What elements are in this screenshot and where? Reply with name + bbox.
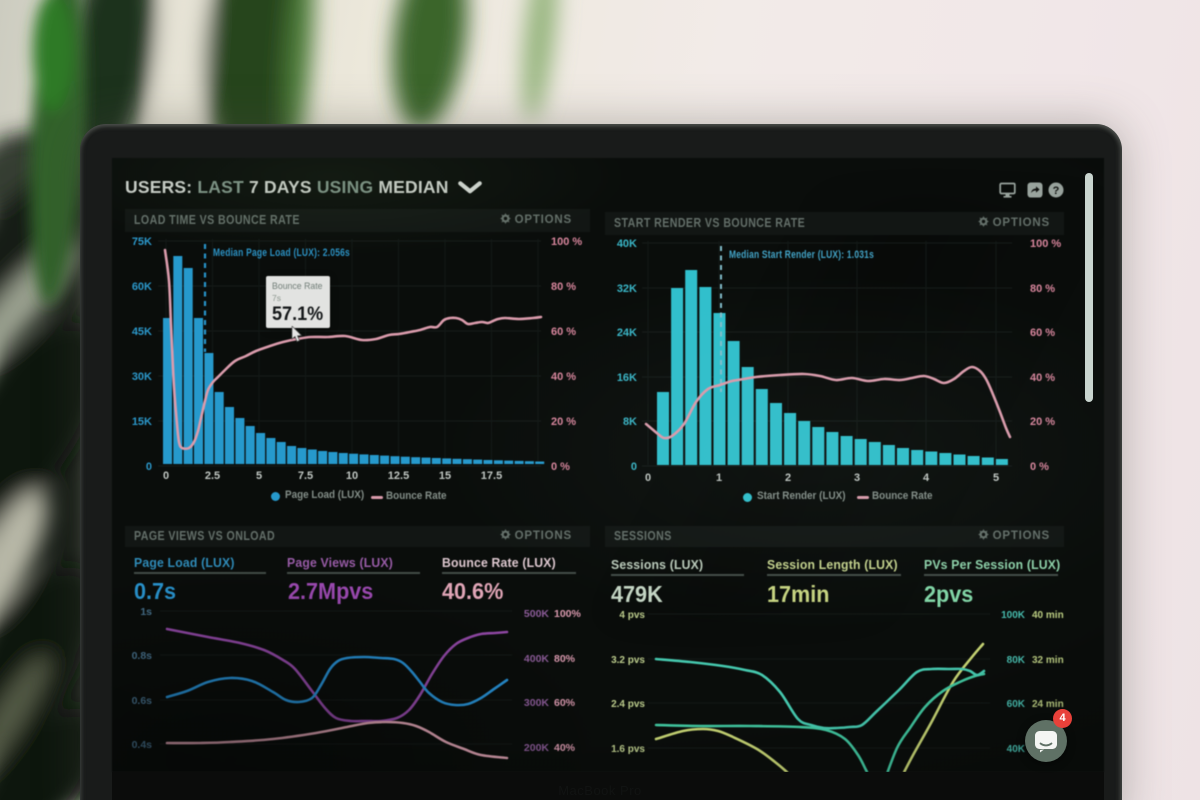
svg-text:17.5: 17.5 <box>481 470 502 482</box>
svg-text:75K: 75K <box>132 236 152 248</box>
svg-text:3: 3 <box>854 472 860 484</box>
svg-text:0 %: 0 % <box>551 461 570 473</box>
svg-text:8K: 8K <box>623 416 637 428</box>
svg-text:100 %: 100 % <box>551 236 582 248</box>
svg-text:32 min: 32 min <box>1032 655 1064 666</box>
svg-text:80%: 80% <box>554 653 576 665</box>
svg-text:Median Start Render (LUX): 1.0: Median Start Render (LUX): 1.031s <box>729 249 874 261</box>
svg-text:100%: 100% <box>554 608 582 620</box>
svg-text:0: 0 <box>645 472 651 484</box>
svg-text:0.4s: 0.4s <box>132 739 153 751</box>
svg-text:40 %: 40 % <box>1030 372 1055 384</box>
svg-text:60 %: 60 % <box>551 326 576 338</box>
svg-text:5: 5 <box>256 470 262 482</box>
svg-text:1.6 pvs: 1.6 pvs <box>611 744 645 755</box>
svg-text:80K: 80K <box>1007 655 1026 666</box>
svg-text:80 %: 80 % <box>1030 283 1055 295</box>
svg-text:24 min: 24 min <box>1032 699 1064 710</box>
svg-text:100K: 100K <box>1001 610 1026 621</box>
svg-text:16K: 16K <box>617 372 637 384</box>
svg-text:45K: 45K <box>132 326 152 338</box>
svg-text:7.5: 7.5 <box>298 470 313 482</box>
svg-text:0: 0 <box>631 461 637 473</box>
svg-text:10: 10 <box>346 470 358 482</box>
svg-text:500K: 500K <box>524 608 550 620</box>
svg-text:30K: 30K <box>132 371 152 383</box>
svg-text:2: 2 <box>785 472 791 484</box>
svg-text:1s: 1s <box>140 606 152 618</box>
svg-text:1: 1 <box>716 472 722 484</box>
svg-text:20 %: 20 % <box>551 416 576 428</box>
svg-text:?: ? <box>1053 185 1060 197</box>
svg-text:24K: 24K <box>617 327 637 339</box>
svg-text:200K: 200K <box>524 742 550 754</box>
svg-text:40 min: 40 min <box>1032 610 1064 621</box>
svg-text:15: 15 <box>439 470 451 482</box>
svg-text:40%: 40% <box>554 742 576 754</box>
svg-text:60K: 60K <box>132 281 152 293</box>
svg-text:Median Page Load (LUX): 2.056s: Median Page Load (LUX): 2.056s <box>213 247 350 259</box>
svg-text:80 %: 80 % <box>551 281 576 293</box>
svg-text:0.6s: 0.6s <box>132 695 153 707</box>
svg-text:5: 5 <box>993 472 999 484</box>
svg-text:300K: 300K <box>524 697 550 709</box>
svg-text:3.2 pvs: 3.2 pvs <box>611 655 645 666</box>
svg-text:100 %: 100 % <box>1030 238 1061 250</box>
svg-text:40K: 40K <box>617 238 637 250</box>
svg-text:40 %: 40 % <box>551 371 576 383</box>
svg-text:0 %: 0 % <box>1030 461 1049 473</box>
svg-text:4 pvs: 4 pvs <box>619 610 645 621</box>
svg-text:400K: 400K <box>524 653 550 665</box>
svg-text:0: 0 <box>163 470 169 482</box>
svg-text:60K: 60K <box>1007 699 1026 710</box>
svg-text:4: 4 <box>923 472 930 484</box>
svg-text:60 %: 60 % <box>1030 327 1055 339</box>
svg-text:20 %: 20 % <box>1030 416 1055 428</box>
svg-text:15K: 15K <box>132 416 152 428</box>
svg-text:2.5: 2.5 <box>205 470 220 482</box>
svg-text:60%: 60% <box>554 697 576 709</box>
svg-text:32K: 32K <box>617 283 637 295</box>
svg-text:2.4 pvs: 2.4 pvs <box>611 699 645 710</box>
svg-text:0.8s: 0.8s <box>132 650 153 662</box>
svg-text:12.5: 12.5 <box>388 470 409 482</box>
svg-text:0: 0 <box>146 461 152 473</box>
svg-text:40K: 40K <box>1007 744 1026 755</box>
